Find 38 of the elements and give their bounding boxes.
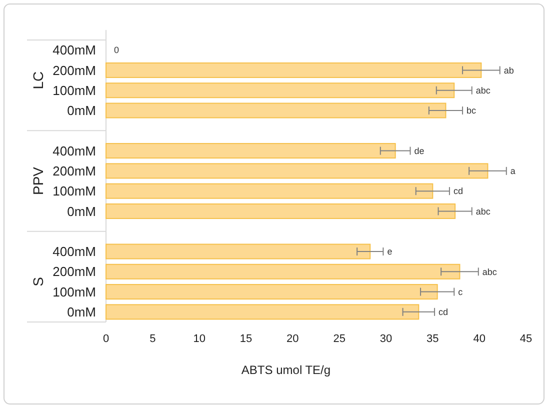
data-label: e	[387, 246, 392, 257]
data-label: abc	[476, 86, 491, 96]
y-tick-label: 100mM	[52, 184, 96, 199]
data-label: abc	[482, 266, 498, 277]
y-tick-label: 0mM	[67, 304, 96, 320]
data-label: de	[414, 146, 424, 156]
x-tick-label: 45	[520, 333, 532, 345]
x-tick-label: 35	[426, 333, 439, 345]
y-tick-label: 0mM	[67, 204, 96, 219]
y-tick-label: 200mM	[52, 264, 96, 280]
data-label: bc	[466, 106, 477, 116]
data-label: a	[510, 166, 516, 176]
y-tick-label: 0mM	[67, 103, 96, 118]
x-tick-label: 40	[473, 333, 486, 345]
y-tick-label: 200mM	[52, 62, 96, 78]
text: S	[30, 277, 46, 286]
y-tick-label: 100mM	[52, 82, 96, 98]
x-tick-label: 25	[333, 333, 346, 345]
x-tick-label: 5	[150, 333, 156, 345]
y-tick-label: 400mM	[52, 42, 96, 58]
text: LC	[30, 71, 46, 90]
data-label: cd	[438, 307, 448, 318]
x-tick-label: 10	[193, 333, 206, 345]
data-label: cd	[453, 186, 463, 196]
x-tick-label: 20	[286, 333, 299, 345]
y-tick-label: 100mM	[52, 284, 96, 300]
data-label: 0	[114, 45, 120, 56]
x-tick-label: 15	[240, 333, 252, 345]
x-axis-title: ABTS umol TE/g	[241, 363, 331, 377]
data-label: c	[458, 286, 464, 297]
data-label: abc	[476, 206, 491, 216]
text: PPV	[30, 166, 46, 196]
y-tick-label: 400mM	[52, 143, 96, 158]
data-label: ab	[504, 65, 514, 76]
x-tick-label: 0	[102, 333, 110, 345]
y-tick-label: 200mM	[52, 163, 96, 178]
x-tick-label: 30	[380, 333, 392, 345]
y-tick-label: 400mM	[52, 244, 96, 260]
